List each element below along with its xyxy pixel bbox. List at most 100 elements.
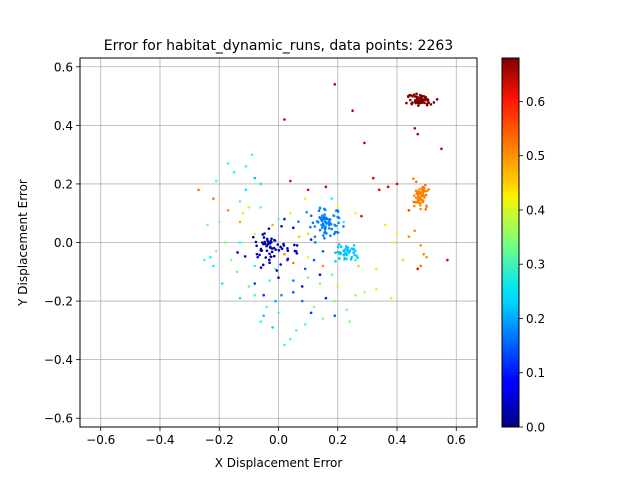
data-point	[272, 254, 276, 258]
data-point	[422, 252, 425, 256]
data-point	[418, 198, 422, 201]
data-point	[303, 323, 307, 326]
data-point	[356, 256, 359, 259]
data-point	[374, 288, 378, 291]
data-point	[417, 102, 420, 105]
data-point	[334, 260, 337, 263]
data-point	[253, 264, 257, 268]
data-point	[265, 237, 269, 241]
data-point	[263, 242, 267, 246]
data-point	[214, 249, 218, 253]
data-point	[289, 211, 292, 215]
data-point	[214, 179, 218, 183]
chart-title: Error for habitat_dynamic_runs, data poi…	[104, 38, 453, 54]
data-point	[282, 242, 285, 246]
data-point	[421, 186, 424, 190]
data-point	[377, 188, 381, 192]
data-point	[241, 211, 245, 215]
data-point	[413, 229, 417, 233]
data-point	[283, 343, 286, 347]
data-point	[332, 232, 336, 236]
x-tick-label: 0.4	[387, 433, 406, 447]
data-point	[293, 249, 297, 253]
data-point	[321, 249, 325, 253]
data-point	[421, 99, 424, 103]
data-point	[417, 104, 420, 107]
data-point	[303, 267, 307, 271]
data-point	[226, 162, 230, 165]
data-point	[297, 220, 300, 223]
data-point	[435, 98, 439, 101]
data-point	[416, 132, 420, 136]
data-point	[243, 255, 247, 258]
data-point	[317, 209, 321, 213]
data-point	[337, 221, 340, 225]
data-point	[295, 244, 299, 247]
data-point	[283, 217, 286, 221]
data-point	[336, 210, 340, 213]
data-point	[313, 225, 317, 228]
colorbar-tick-label: 0.4	[526, 203, 545, 217]
data-point	[268, 279, 271, 282]
data-point	[229, 258, 233, 262]
data-point	[255, 252, 259, 256]
data-point	[238, 200, 242, 203]
data-point	[259, 206, 263, 209]
data-point	[270, 250, 274, 254]
data-point	[247, 206, 251, 209]
data-point	[360, 214, 363, 218]
colorbar: 0.0 0.1 0.2 0.3 0.4 0.5 0.6	[501, 57, 545, 435]
x-tick-label: −0.2	[205, 433, 234, 447]
data-point	[372, 176, 375, 180]
data-point	[270, 237, 273, 241]
data-point	[408, 98, 412, 102]
data-point	[261, 241, 264, 244]
y-tick-label: 0.2	[54, 177, 73, 191]
data-point	[277, 311, 280, 315]
data-point	[336, 285, 340, 288]
data-point	[318, 282, 322, 285]
data-point	[329, 222, 333, 226]
data-point	[253, 176, 257, 180]
data-point	[321, 222, 325, 226]
data-point	[392, 241, 396, 244]
data-point	[289, 337, 292, 341]
data-point	[419, 203, 422, 207]
data-point	[416, 96, 420, 99]
data-point	[294, 329, 298, 332]
data-point	[318, 216, 322, 220]
data-point	[292, 279, 295, 282]
y-tick-label: −0.4	[44, 353, 73, 367]
data-point	[309, 238, 313, 241]
data-point	[271, 223, 274, 227]
data-point	[342, 253, 346, 257]
colorbar-tick-label: 0.3	[526, 258, 545, 272]
data-point	[321, 317, 325, 320]
data-point	[421, 193, 425, 197]
data-point	[345, 257, 348, 261]
data-point	[427, 101, 431, 104]
data-point	[350, 255, 354, 259]
data-point	[419, 96, 422, 100]
data-point	[265, 305, 268, 309]
data-point	[349, 258, 353, 261]
data-point	[333, 83, 337, 86]
data-point	[345, 252, 348, 256]
data-point	[425, 255, 428, 259]
data-point	[256, 255, 260, 259]
data-point	[414, 101, 417, 104]
data-point	[292, 261, 295, 265]
data-point	[320, 226, 324, 229]
data-point	[352, 247, 355, 251]
data-point	[306, 255, 310, 259]
data-point	[374, 267, 378, 271]
x-tick-label: −0.6	[86, 433, 115, 447]
data-point	[258, 253, 261, 257]
data-point	[306, 232, 310, 236]
data-point	[264, 256, 268, 259]
y-tick-label: −0.2	[44, 295, 73, 309]
data-point	[333, 299, 337, 303]
data-point	[277, 276, 280, 279]
data-point	[395, 182, 399, 186]
y-tick-label: 0.6	[54, 60, 73, 74]
